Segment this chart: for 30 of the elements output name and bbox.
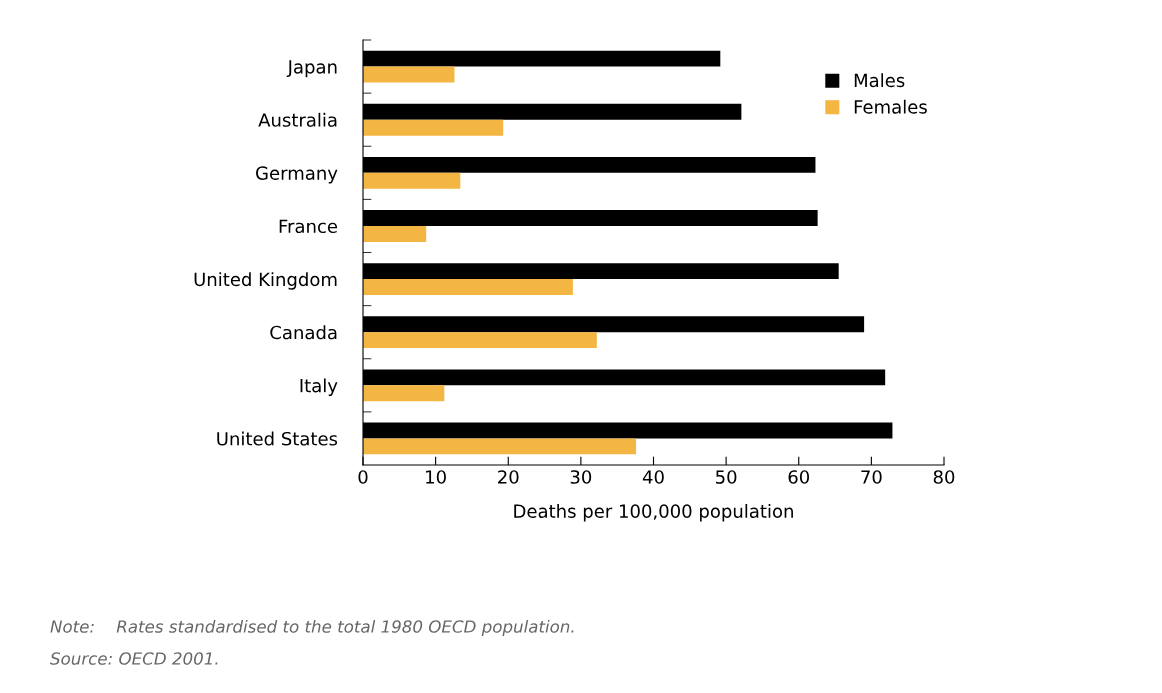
- y-tick-label: United States: [217, 431, 338, 446]
- source-note: Source: OECD 2001.: [50, 652, 218, 665]
- y-tick-label: France: [279, 219, 338, 234]
- x-tick-label: 20: [498, 470, 519, 484]
- bar: [363, 119, 504, 136]
- x-tick-label: 0: [358, 470, 368, 484]
- x-tick-label: 30: [570, 470, 592, 484]
- x-tick-label: 60: [788, 470, 810, 484]
- x-tick-label: 70: [861, 470, 882, 484]
- legend-label: Males: [854, 73, 905, 88]
- bar: [363, 332, 597, 349]
- bar: [363, 172, 461, 189]
- x-tick-label: 10: [426, 470, 446, 484]
- x-axis-title: Deaths per 100,000 population: [514, 504, 793, 522]
- bar: [363, 438, 637, 455]
- y-tick-label: Japan: [286, 60, 337, 78]
- bar: [363, 279, 573, 295]
- y-tick-label: United Kingdom: [194, 272, 337, 290]
- bar: [363, 385, 445, 402]
- y-tick-label: Germany: [256, 166, 338, 184]
- y-tick-label: Australia: [258, 112, 337, 127]
- y-tick-label: Italy: [300, 378, 338, 396]
- bar: [363, 66, 455, 83]
- bar: [363, 225, 427, 242]
- x-tick-label: 40: [642, 470, 664, 484]
- legend-label: Females: [854, 99, 927, 114]
- text: Note: Rates standardised to the total 1980 OECD population.: [50, 619, 574, 637]
- x-tick-label: 50: [716, 470, 737, 484]
- x-tick-label: 80: [933, 470, 955, 484]
- y-tick-label: Canada: [270, 325, 337, 340]
